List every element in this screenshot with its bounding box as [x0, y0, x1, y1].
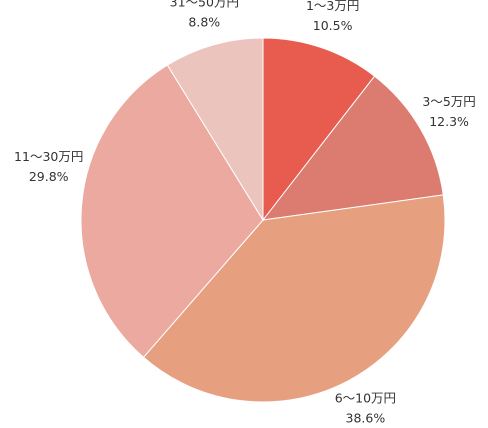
slice-label: 11～30万円 — [14, 149, 83, 164]
slice-label: 1～3万円 — [306, 0, 359, 13]
pie-slice — [262, 37, 376, 222]
slice-label: 3～5万円 — [422, 94, 475, 109]
slice-value-label: 12.3% — [429, 114, 469, 129]
slice-value-label: 38.6% — [346, 411, 386, 426]
slice-label: 31～50万円 — [170, 0, 239, 10]
pie-slice — [80, 64, 264, 358]
slice-value-label: 29.8% — [29, 169, 69, 184]
pie-slice — [261, 75, 444, 221]
slice-value-label: 10.5% — [313, 18, 353, 33]
pie-slice — [142, 194, 446, 403]
slice-label: 6～10万円 — [335, 391, 396, 406]
pie-slice — [166, 37, 264, 222]
slice-value-label: 8.8% — [188, 15, 220, 30]
